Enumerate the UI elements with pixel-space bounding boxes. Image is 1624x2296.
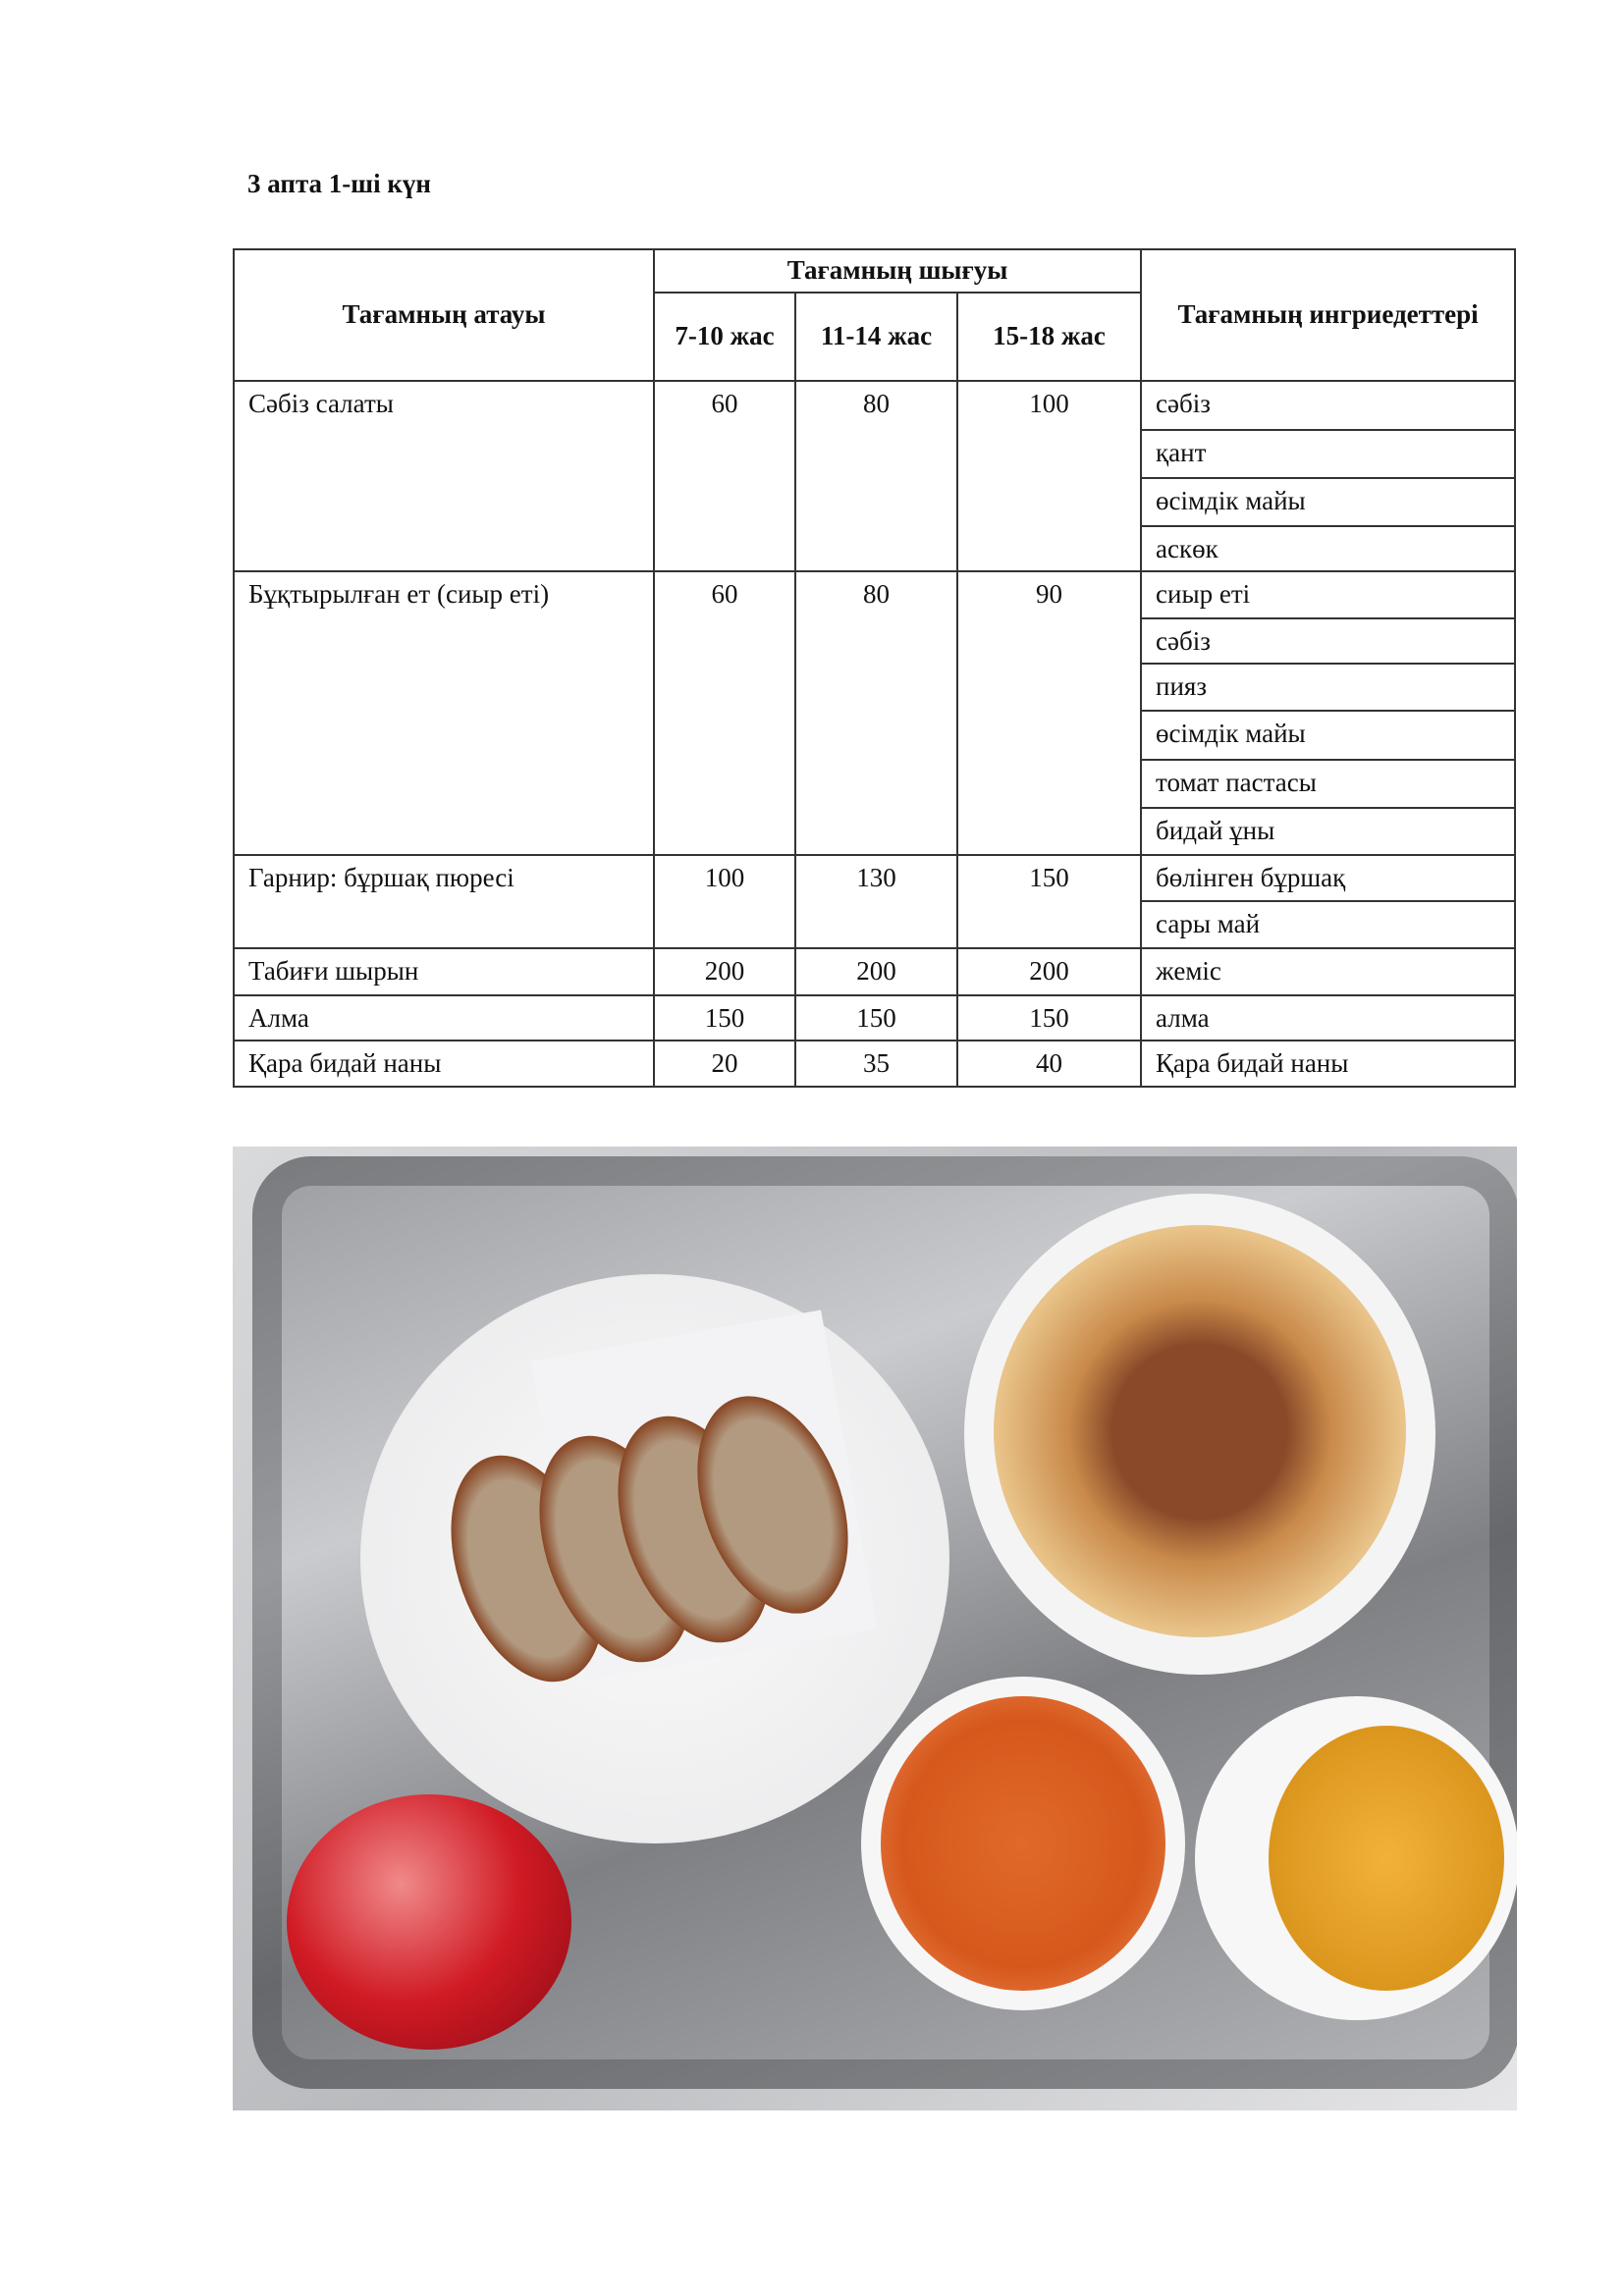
ingredient: сиыр еті (1140, 570, 1517, 619)
output-7-10: 150 (653, 994, 796, 1041)
output-15-18: 150 (955, 854, 1143, 949)
output-15-18: 90 (955, 570, 1143, 856)
table-row: сары май (234, 900, 1517, 949)
dish-name: Бұқтырылған ет (сиыр еті) (233, 570, 655, 856)
table-row: аскөк (234, 525, 1517, 572)
table-row: Сәбіз салаты 60 80 100 сәбіз (233, 380, 1517, 572)
table-row: Алма 150 150 150 алма (233, 994, 1517, 1041)
table-row: өсімдік майы (234, 710, 1517, 761)
output-11-14: 35 (794, 1040, 958, 1088)
rye-bread-slices (422, 1374, 877, 1703)
table-row: бидай ұны (234, 807, 1517, 856)
output-7-10: 60 (653, 380, 796, 572)
table-row: Бұқтырылған ет (сиыр еті) 60 80 90 сиыр еті (233, 570, 1517, 856)
menu-table: Тағамның атауы Тағамның шығуы Тағамның и… (233, 248, 1517, 1088)
output-7-10: 20 (653, 1040, 796, 1088)
header-age-15-18: 15-18 жас (955, 292, 1143, 382)
ingredient: алма (1140, 994, 1517, 1041)
meal-photo (233, 1147, 1517, 2110)
ingredient: өсімдік майы (1140, 477, 1517, 527)
table-row: қант (234, 429, 1517, 479)
header-output: Тағамның шығуы (652, 248, 1143, 294)
ingredient: Қара бидай наны (1140, 1040, 1517, 1088)
dish-name: Табиғи шырын (233, 947, 655, 996)
table-row: өсімдік майы (234, 477, 1517, 527)
page-title: 3 апта 1-ші күн (247, 169, 431, 198)
header-age-11-14: 11-14 жас (794, 292, 958, 382)
dish-name: Қара бидай наны (233, 1040, 655, 1088)
carrot-salad (881, 1696, 1165, 1991)
ingredient: бөлінген бұршақ (1140, 854, 1517, 902)
output-11-14: 150 (794, 994, 958, 1041)
dish-name: Сәбіз салаты (233, 380, 655, 572)
ingredient: бидай ұны (1140, 807, 1517, 856)
ingredient: сәбіз (1140, 380, 1517, 431)
ingredient: қант (1140, 429, 1517, 479)
ingredient: жеміс (1140, 947, 1517, 996)
output-11-14: 130 (794, 854, 958, 949)
output-7-10: 200 (653, 947, 796, 996)
table-row: Қара бидай наны 20 35 40 Қара бидай наны (233, 1040, 1517, 1088)
header-name: Тағамның атауы (233, 248, 655, 382)
pea-puree-with-stew (994, 1225, 1406, 1637)
table-row: томат пастасы (234, 759, 1517, 809)
table-row: Гарнир: бұршақ пюресі 100 130 150 бөлінген б… (233, 854, 1517, 949)
ingredient: өсімдік майы (1140, 710, 1517, 761)
output-15-18: 100 (955, 380, 1143, 572)
output-15-18: 40 (955, 1040, 1143, 1088)
table-row: пияз (234, 663, 1517, 712)
ingredient: сәбіз (1140, 617, 1517, 665)
dish-name: Гарнир: бұршақ пюресі (233, 854, 655, 949)
header-ingredients: Тағамның ингриедеттері (1140, 248, 1517, 382)
ingredient: сары май (1140, 900, 1517, 949)
output-7-10: 60 (653, 570, 796, 856)
ingredient: пияз (1140, 663, 1517, 712)
dish-name: Алма (233, 994, 655, 1041)
table-row: Табиғи шырын 200 200 200 жеміс (233, 947, 1517, 996)
output-15-18: 200 (955, 947, 1143, 996)
output-11-14: 80 (794, 380, 958, 572)
header-age-7-10: 7-10 жас (653, 292, 796, 382)
output-11-14: 200 (794, 947, 958, 996)
output-11-14: 80 (794, 570, 958, 856)
ingredient: томат пастасы (1140, 759, 1517, 809)
ingredient: аскөк (1140, 525, 1517, 572)
table-row: сәбіз (234, 617, 1517, 665)
output-15-18: 150 (955, 994, 1143, 1041)
juice (1269, 1726, 1504, 1991)
red-apple (287, 1794, 571, 2050)
output-7-10: 100 (653, 854, 796, 949)
